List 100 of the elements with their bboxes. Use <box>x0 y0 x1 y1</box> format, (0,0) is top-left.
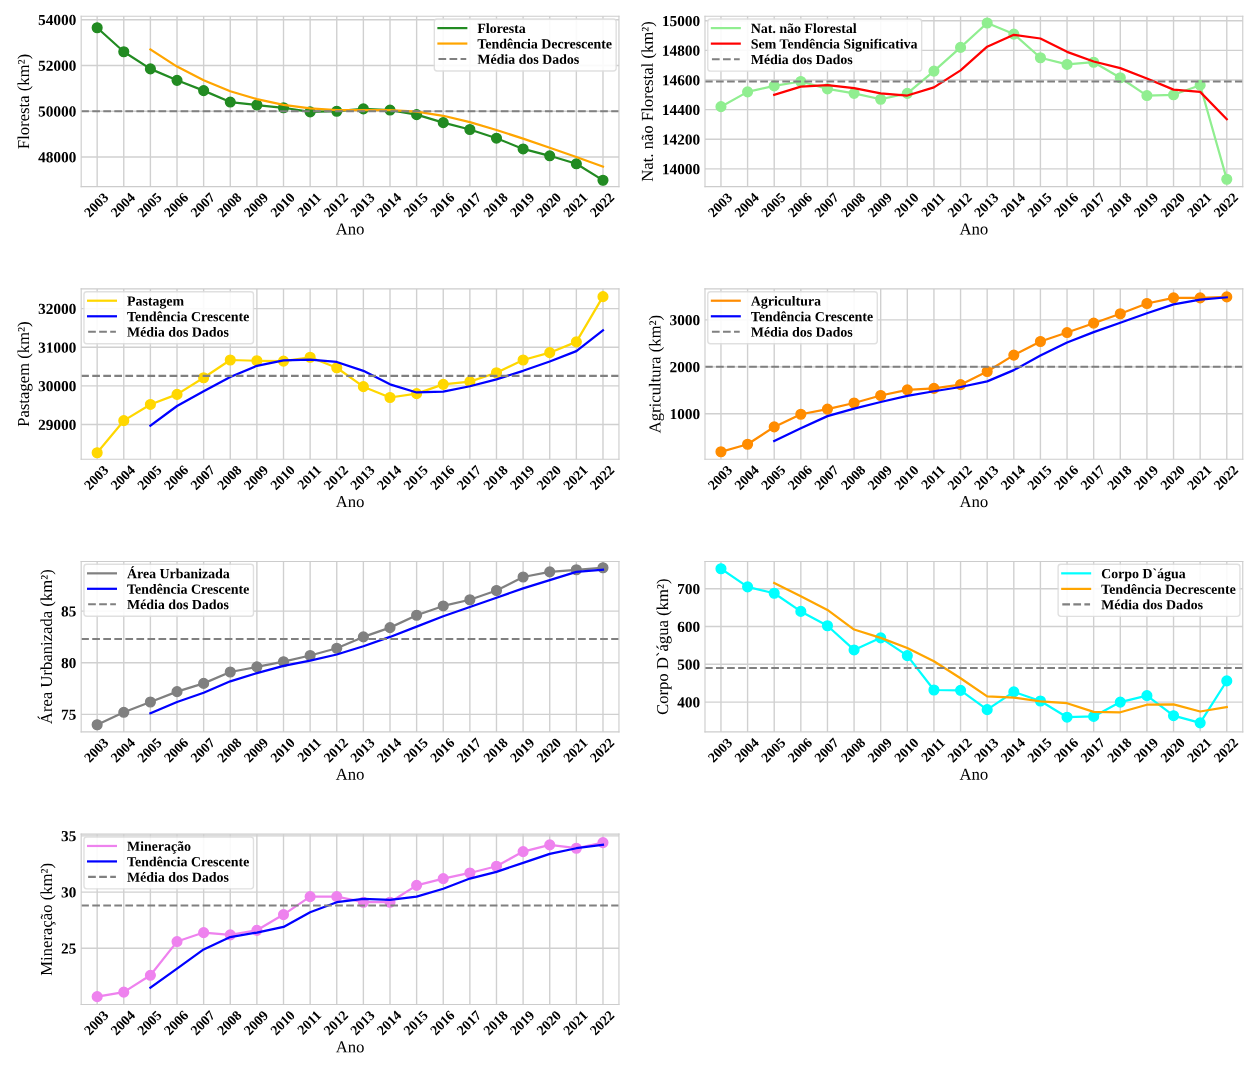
y-tick-label: 32000 <box>38 303 76 315</box>
point <box>490 132 503 144</box>
legend-label: Média dos Dados <box>127 599 229 610</box>
point <box>795 408 807 420</box>
x-tick-label: 2011 <box>296 737 322 763</box>
point <box>277 909 290 921</box>
point <box>848 644 860 656</box>
legend-label: Tendência Decrescente <box>477 38 612 49</box>
point <box>304 891 316 903</box>
y-tick-label: 30000 <box>38 381 76 392</box>
point <box>901 650 913 662</box>
y-axis-title: Nat. não Florestal (km²) <box>641 21 657 182</box>
point <box>1008 349 1020 361</box>
point <box>464 867 476 879</box>
point <box>544 347 556 359</box>
point <box>144 63 156 75</box>
y-tick-label: 54000 <box>38 14 76 26</box>
legend-label: Agricultura <box>750 295 821 309</box>
legend-label: Tendência Crescente <box>751 311 873 322</box>
point <box>901 384 913 396</box>
point <box>171 388 183 400</box>
y-axis-title: Pastagem (km²) <box>17 322 33 427</box>
point <box>742 86 754 98</box>
y-axis-title: Agricultura (km²) <box>648 315 665 434</box>
legend-label: Pastagem <box>127 296 184 309</box>
y-tick-label: 75 <box>61 709 76 720</box>
point <box>715 101 727 113</box>
point <box>1061 58 1073 70</box>
legend-label: Média dos Dados <box>751 326 853 337</box>
y-tick-label: 1000 <box>670 408 700 420</box>
point <box>517 354 529 366</box>
y-tick-label: 85 <box>61 606 76 617</box>
point <box>955 41 967 53</box>
point <box>597 174 609 186</box>
point <box>144 398 156 410</box>
y-tick-label: 48000 <box>38 152 76 163</box>
point <box>91 991 103 1003</box>
point <box>384 622 396 634</box>
point <box>251 355 263 367</box>
point <box>118 706 130 718</box>
point <box>1008 686 1020 698</box>
point <box>118 46 130 58</box>
y-tick-label: 14400 <box>663 104 700 116</box>
legend-label: Floresta <box>477 23 526 34</box>
point <box>715 446 727 458</box>
y-tick-label: 3000 <box>670 315 700 326</box>
point <box>570 158 582 170</box>
legend-label: Média dos Dados <box>1101 599 1203 610</box>
point <box>1114 308 1126 320</box>
point <box>91 22 103 34</box>
point <box>437 873 449 885</box>
legend-label: Média dos Dados <box>751 54 853 65</box>
point <box>517 846 529 858</box>
y-tick-label: 600 <box>677 621 700 632</box>
point <box>1221 173 1233 185</box>
point <box>544 566 556 578</box>
point <box>1061 327 1073 339</box>
y-tick-label: 500 <box>677 659 700 670</box>
y-tick-label: 14800 <box>663 45 700 56</box>
x-axis-title: Ano <box>959 223 988 235</box>
point <box>331 362 343 374</box>
point <box>384 391 396 404</box>
legend-label: Tendência Decrescente <box>1101 583 1236 594</box>
point <box>357 381 369 393</box>
y-tick-label: 52000 <box>38 60 76 71</box>
y-tick-label: 2000 <box>670 361 700 373</box>
point <box>928 684 940 696</box>
point <box>1167 292 1180 304</box>
point <box>570 336 582 348</box>
point <box>171 936 183 948</box>
point <box>848 397 860 409</box>
x-axis-title: Ano <box>959 768 988 780</box>
point <box>331 642 343 654</box>
point <box>224 354 236 366</box>
point <box>795 605 807 617</box>
x-axis-title: Ano <box>335 223 364 235</box>
point <box>144 969 156 981</box>
point <box>1061 711 1073 723</box>
point <box>981 17 993 29</box>
point <box>821 403 834 415</box>
point <box>251 661 263 673</box>
point <box>331 891 343 903</box>
point <box>251 99 263 111</box>
point <box>411 879 423 891</box>
legend-label: Nat. não Florestal <box>751 23 857 34</box>
y-tick-label: 25 <box>61 943 76 954</box>
x-tick-label: 2011 <box>920 737 946 763</box>
point <box>171 686 183 698</box>
y-tick-label: 15000 <box>663 15 700 27</box>
point <box>875 93 887 105</box>
point <box>198 927 210 939</box>
point <box>224 96 236 108</box>
legend-label: Sem Tendência Significativa <box>751 38 918 52</box>
y-tick-label: 80 <box>61 657 76 669</box>
x-axis-title: Ano <box>959 496 988 508</box>
point <box>981 365 993 378</box>
y-tick-label: 14600 <box>663 75 700 86</box>
point <box>437 117 449 129</box>
y-axis-title: Corpo D`água (km²) <box>656 579 672 715</box>
legend-label: Corpo D`água <box>1101 568 1186 582</box>
